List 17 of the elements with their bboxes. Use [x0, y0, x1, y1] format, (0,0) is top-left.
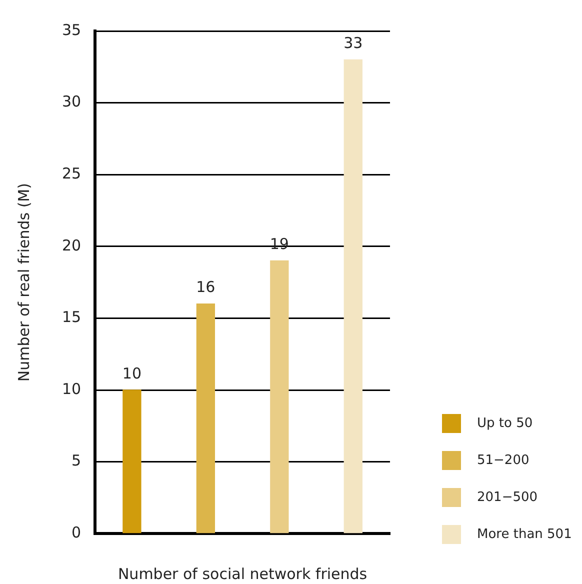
y-tick-label: 5: [72, 452, 82, 470]
legend-label: 201−500: [477, 490, 538, 505]
y-tick-label: 25: [62, 164, 82, 182]
legend-label: More than 501: [477, 527, 572, 542]
y-axis-title: Number of real friends (M): [14, 183, 33, 382]
y-tick-label: 15: [62, 308, 82, 326]
y-tick-label: 10: [62, 380, 82, 398]
y-tick-label: 0: [72, 523, 82, 542]
y-tick-label: 30: [62, 92, 82, 111]
data-label: 33: [344, 34, 363, 52]
y-tick-label: 20: [62, 236, 82, 254]
legend-label: 51−200: [477, 453, 530, 468]
y-tick-label: 35: [62, 20, 82, 39]
x-axis-title: Number of social network friends: [118, 564, 368, 583]
legend-label: Up to 50: [477, 416, 533, 431]
data-label: 16: [196, 278, 216, 296]
data-label: 10: [122, 364, 142, 382]
